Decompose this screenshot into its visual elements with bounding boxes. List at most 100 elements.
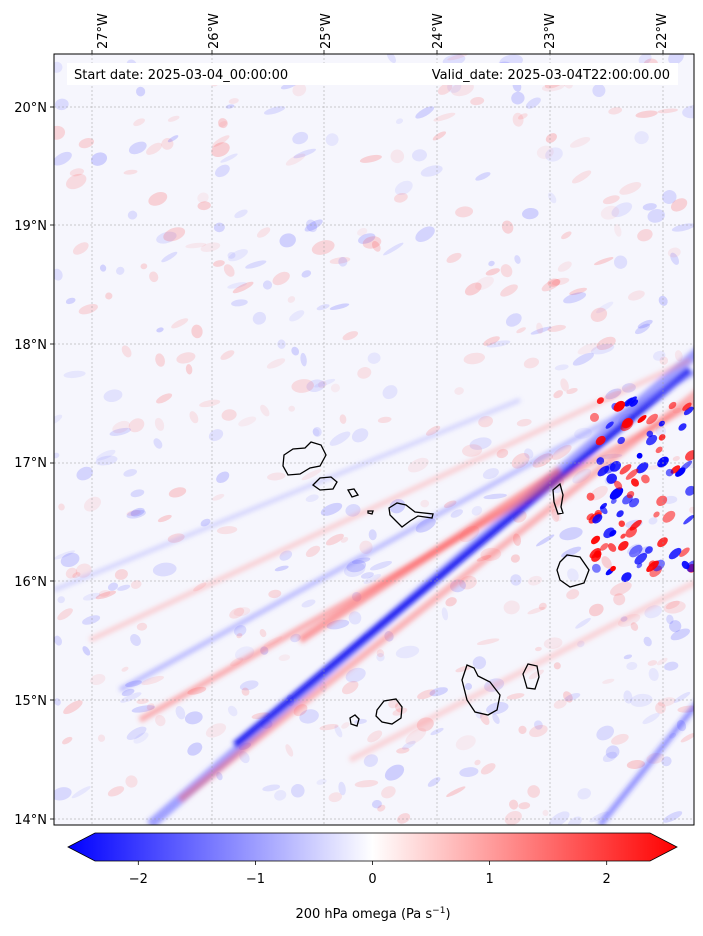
noise-cell [220, 350, 235, 360]
noise-cell [524, 448, 534, 459]
noise-cell [463, 352, 486, 365]
noise-cell [451, 81, 474, 97]
band-red-1 [177, 390, 694, 803]
noise-cell [575, 617, 591, 629]
noise-cell [569, 287, 588, 296]
noise-cell [600, 205, 620, 220]
noise-cell [664, 661, 679, 671]
noise-cell [561, 231, 572, 240]
noise-cell [78, 303, 98, 315]
noise-cell [482, 468, 499, 480]
noise-cell [301, 469, 322, 481]
noise-cell [671, 223, 694, 232]
colorbar: −2 −1 0 1 2 200 hPa omega (Pa s−1) [67, 832, 678, 922]
noise-cell [155, 715, 166, 727]
lat-label-18n: 18°N [14, 338, 47, 353]
noise-cell [367, 730, 383, 743]
noise-cell [655, 425, 667, 437]
noise-cell [69, 168, 84, 177]
noise-cell [228, 98, 239, 104]
noise-cell [433, 112, 456, 122]
noise-cell [545, 147, 563, 162]
strong-cell [656, 495, 668, 507]
coastlines [282, 441, 590, 727]
noise-cell [390, 149, 405, 164]
noise-cell [567, 568, 579, 582]
strong-cell [662, 510, 676, 523]
noise-cell [116, 266, 125, 275]
noise-cell [383, 242, 404, 256]
strong-cell [683, 406, 694, 416]
island-fogo [375, 698, 403, 725]
noise-cell [443, 500, 457, 508]
noise-cell [475, 172, 491, 181]
colorbar-label: 200 hPa omega (Pa s−1) [295, 906, 450, 922]
noise-cell [369, 560, 393, 571]
noise-cell [175, 706, 186, 720]
noise-cell [553, 699, 567, 709]
noise-cell [666, 614, 674, 625]
noise-cell [634, 131, 649, 145]
noise-cell [450, 509, 463, 518]
noise-cell [135, 86, 146, 97]
colorbar-tick-label: 1 [485, 872, 493, 887]
noise-cell [96, 449, 116, 461]
noise-cell [673, 691, 691, 703]
band-blue-core [232, 367, 693, 748]
noise-cell [114, 569, 128, 580]
noise-cell [464, 282, 482, 296]
strong-cell [646, 413, 658, 425]
noise-cell [657, 108, 678, 114]
island-sao-vicente [311, 476, 338, 491]
noise-cell [136, 622, 148, 631]
noise-cell [500, 264, 513, 278]
noise-cell [592, 84, 606, 97]
noise-cell [479, 712, 490, 725]
noise-cell [340, 537, 349, 543]
noise-cell [528, 669, 544, 680]
strong-cell [681, 560, 690, 570]
noise-cell [642, 712, 660, 725]
noise-cell [130, 633, 141, 647]
strong-cell [653, 511, 660, 518]
strong-cell [657, 537, 668, 548]
noise-cell [377, 416, 392, 424]
noise-cell [593, 257, 614, 266]
strong-cell [634, 552, 648, 565]
noise-cell [289, 310, 305, 322]
noise-cell [292, 83, 307, 97]
noise-cell [402, 740, 416, 750]
noise-cell [384, 764, 405, 781]
band-red-4 [297, 466, 563, 644]
noise-cell [126, 509, 146, 519]
noise-cell [107, 786, 125, 797]
noise-cell [623, 654, 633, 660]
noise-cell [82, 615, 101, 625]
noise-cell [635, 323, 650, 335]
island-boa-vista [556, 554, 590, 588]
noise-cell [345, 667, 366, 683]
island-santiago [461, 664, 501, 716]
noise-cell [359, 154, 382, 163]
noise-cell [76, 466, 93, 481]
lon-label-24w: 24°W [431, 13, 446, 49]
strong-cell [658, 434, 666, 441]
lat-label-16n: 16°N [14, 575, 47, 590]
noise-cell [480, 763, 496, 775]
noise-cell [554, 364, 569, 371]
noise-cell [516, 327, 526, 334]
strong-cell [646, 430, 654, 438]
noise-cell [274, 565, 289, 572]
noise-cell [274, 789, 287, 801]
noise-cell [123, 469, 138, 477]
noise-cell [334, 725, 343, 738]
noise-cell [501, 220, 514, 234]
noise-cell [167, 135, 179, 143]
noise-cell [285, 153, 306, 166]
noise-cell [527, 606, 545, 615]
noise-cell [342, 331, 359, 341]
noise-cell [319, 723, 339, 731]
noise-cell [185, 364, 193, 375]
noise-cell [528, 575, 542, 586]
noise-cell [305, 545, 321, 558]
